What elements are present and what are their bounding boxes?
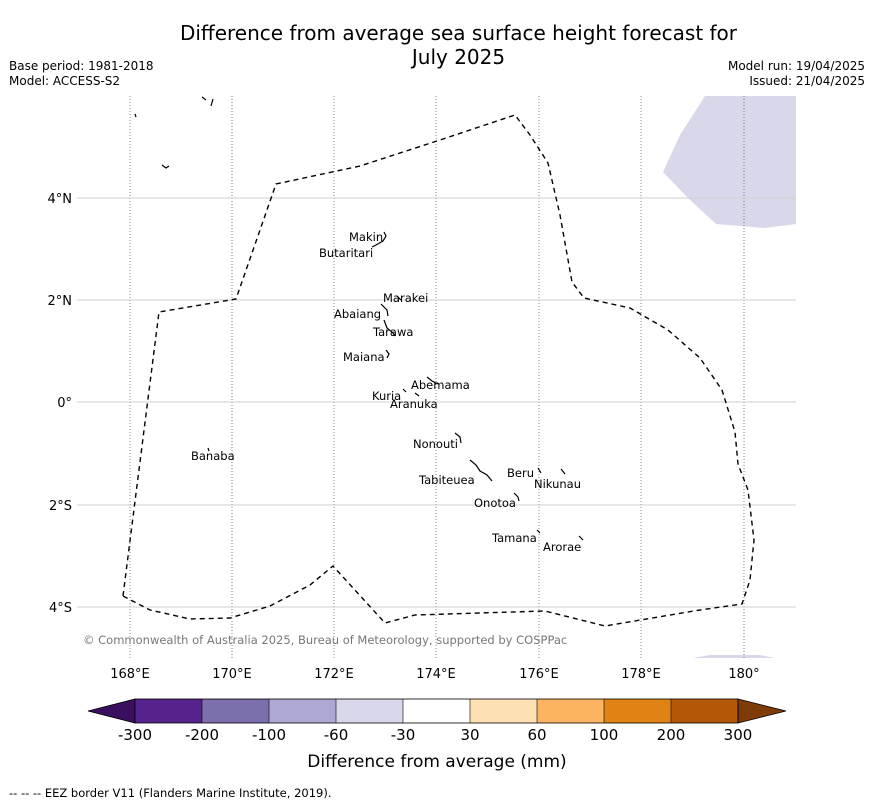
meta-right: Model run: 19/04/2025 Issued: 21/04/2025: [728, 59, 865, 89]
label-tamana: Tamana: [491, 531, 537, 545]
lon-tick-176e: 176°E: [519, 667, 559, 682]
colorbar-bin-2: [202, 699, 269, 723]
lon-tick-178e: 178°E: [621, 667, 661, 682]
anomaly-fill-ne: [663, 96, 796, 228]
label-arorae: Arorae: [543, 540, 581, 554]
island-maiana-shape: [385, 349, 390, 359]
lat-tick-0: 0°: [57, 396, 72, 411]
cbar-tick-3: -100: [252, 726, 286, 744]
colorbar-bin-7: [537, 699, 604, 723]
lat-tick-labels: 4°N 2°N 0° 2°S 4°S: [48, 192, 73, 616]
colorbar-label: Difference from average (mm): [307, 752, 566, 772]
label-nonouti: Nonouti: [413, 437, 458, 451]
colorbar-bin-8: [604, 699, 671, 723]
island-abaiang-shape: [380, 303, 389, 317]
island-arorae-shape: [578, 535, 584, 541]
cbar-tick-4: -60: [324, 726, 349, 744]
colorbar-frame: [134, 698, 739, 724]
lon-tick-172e: 172°E: [314, 667, 354, 682]
colorbar: [87, 698, 787, 724]
colorbar-extend-low: [87, 698, 136, 724]
cbar-tick-5: -30: [391, 726, 416, 744]
map-title: Difference from average sea surface heig…: [0, 21, 873, 69]
colorbar-dividers: [201, 699, 672, 723]
base-period: Base period: 1981-2018: [9, 59, 154, 73]
cbar-tick-10: 300: [724, 726, 753, 744]
cbar-tick-9: 200: [657, 726, 686, 744]
label-beru: Beru: [507, 466, 534, 480]
label-marakei: Marakei: [383, 291, 428, 305]
island-tabiteuea-shape: [469, 459, 493, 482]
label-banaba: Banaba: [191, 449, 235, 463]
colorbar-bin-9: [671, 699, 738, 723]
cbar-tick-6: 30: [460, 726, 479, 744]
label-tarawa: Tarawa: [372, 325, 413, 339]
label-onotoa: Onotoa: [474, 496, 516, 510]
lon-tick-labels: 168°E 170°E 172°E 174°E 176°E 178°E 180°: [110, 667, 759, 682]
colorbar-tick-labels: -300 -200 -100 -60 -30 30 60 100 200 300: [118, 726, 752, 744]
cbar-tick-1: -300: [118, 726, 152, 744]
label-abaiang: Abaiang: [334, 307, 381, 321]
label-butaritari: Butaritari: [319, 246, 373, 260]
cbar-tick-2: -200: [185, 726, 219, 744]
island-tamana-shape: [536, 529, 541, 534]
copyright-note: © Commonwealth of Australia 2025, Bureau…: [83, 633, 567, 647]
title-line-1: Difference from average sea surface heig…: [179, 21, 738, 45]
title-line-2: July 2025: [411, 45, 506, 69]
island-beru-shape: [537, 467, 542, 474]
lon-tick-180: 180°: [728, 667, 759, 682]
label-kuria: Kuria: [372, 389, 401, 403]
lon-tick-170e: 170°E: [212, 667, 252, 682]
lon-tick-168e: 168°E: [110, 667, 150, 682]
island-kuria-aranuka-shape: [402, 388, 420, 397]
lat-tick-4n: 4°N: [48, 192, 73, 207]
island-labels: Makin Butaritari Marakei Abaiang Tarawa …: [191, 230, 581, 554]
anomaly-fill-se: [693, 655, 775, 658]
cbar-tick-7: 60: [527, 726, 546, 744]
label-abemama: Abemama: [411, 378, 470, 392]
meridian-lines: [129, 96, 745, 658]
label-makin: Makin: [349, 230, 383, 244]
cbar-tick-8: 100: [590, 726, 619, 744]
coastlines: [134, 96, 584, 541]
label-maiana: Maiana: [343, 350, 385, 364]
colorbar-extend-high: [737, 698, 787, 724]
colorbar-bin-4: [336, 699, 403, 723]
issued-date: Issued: 21/04/2025: [749, 74, 865, 88]
island-marakei-shape: [396, 295, 402, 301]
label-tabiteuea: Tabiteuea: [418, 473, 475, 487]
coast-islet-a: [134, 113, 137, 118]
model-name: Model: ACCESS-S2: [9, 74, 121, 88]
label-aranuka: Aranuka: [390, 397, 438, 411]
label-nikunau: Nikunau: [534, 477, 581, 491]
eez-legend-note: -- -- -- EEZ border V11 (Flanders Marine…: [9, 786, 332, 800]
island-makin-shape: [371, 231, 387, 248]
island-onotoa-shape: [513, 492, 520, 502]
island-tarawa-shape: [383, 319, 396, 337]
eez-border: [122, 114, 755, 627]
lat-tick-2s: 2°S: [49, 499, 72, 514]
lat-tick-2n: 2°N: [48, 294, 73, 309]
colorbar-bin-1: [135, 699, 202, 723]
lon-tick-174e: 174°E: [416, 667, 456, 682]
coast-islet-b: [161, 164, 170, 169]
lat-tick-4s: 4°S: [49, 601, 72, 616]
colorbar-bin-3: [269, 699, 336, 723]
island-nonouti-shape: [454, 432, 462, 444]
model-run: Model run: 19/04/2025: [727, 59, 865, 73]
colorbar-bin-5: [403, 699, 470, 723]
island-banaba-shape: [207, 447, 210, 452]
island-nikunau-shape: [560, 468, 566, 475]
coast-nw: [201, 96, 214, 107]
colorbar-bin-6: [470, 699, 537, 723]
parallel-lines: [77, 197, 796, 608]
island-abemama-shape: [426, 376, 439, 385]
meta-left: Base period: 1981-2018 Model: ACCESS-S2: [9, 59, 154, 89]
